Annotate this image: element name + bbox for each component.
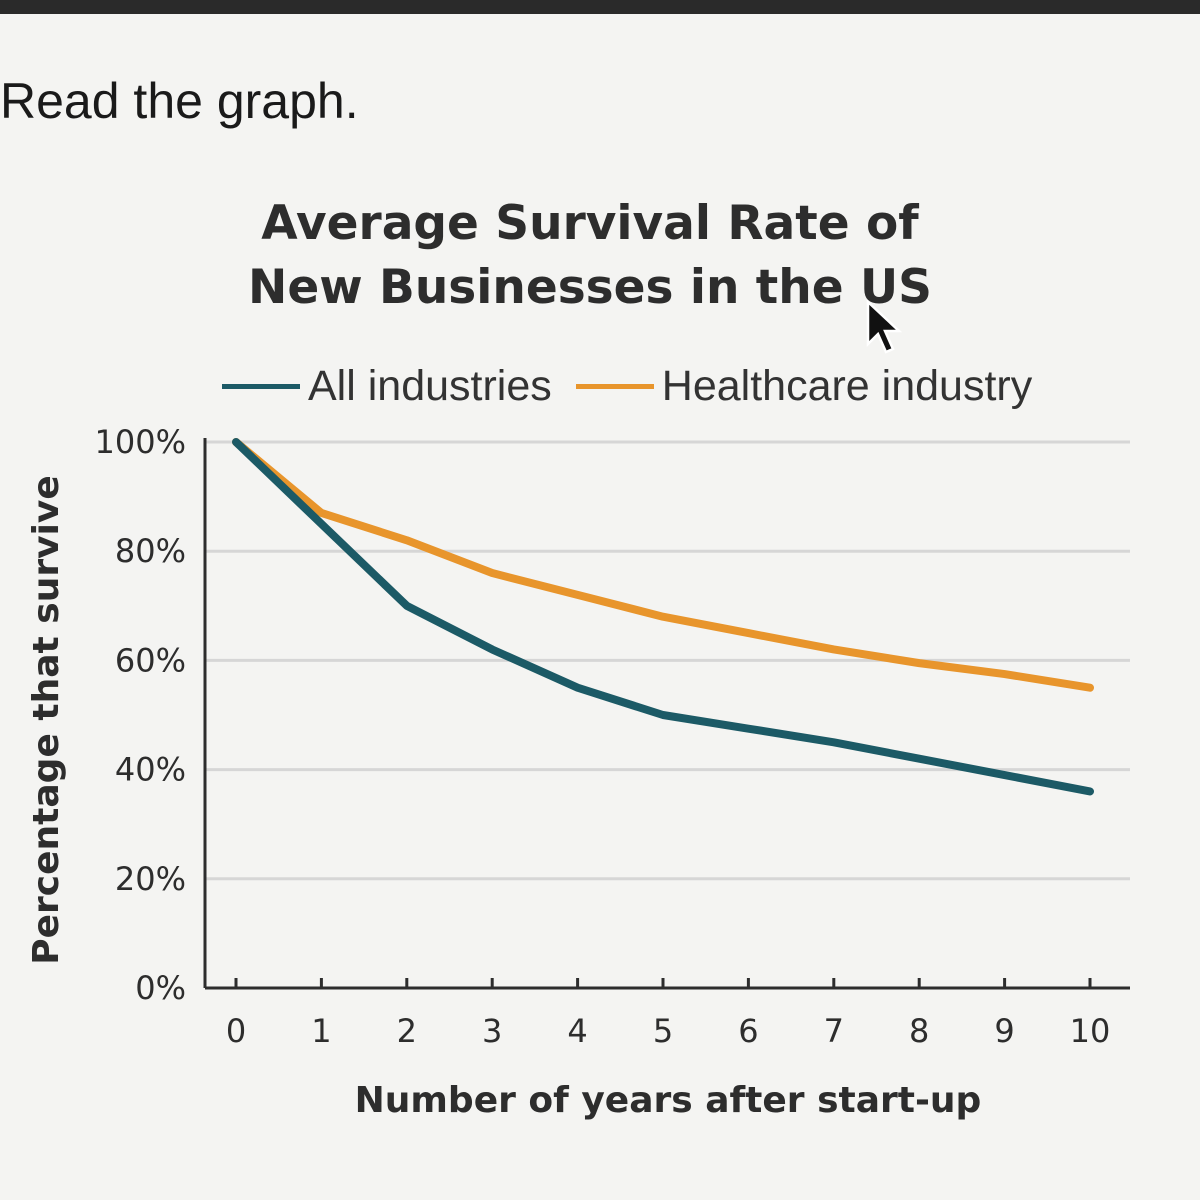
y-axis-ticks: 0% 20% 40% 60% 80% 100% — [95, 423, 186, 1007]
x-tick-label: 8 — [909, 1012, 929, 1050]
chart-legend: All industries Healthcare industry — [222, 360, 1056, 412]
chart-title-line-1: Average Survival Rate of — [261, 196, 919, 251]
window-top-bar — [0, 0, 1200, 14]
x-tick-label: 0 — [226, 1012, 246, 1050]
y-tick-label: 0% — [135, 969, 186, 1007]
x-tick-label: 3 — [482, 1012, 502, 1050]
x-axis-title: Number of years after start-up — [355, 1080, 982, 1121]
x-axis-ticks: 0 1 2 3 4 5 6 7 8 9 10 — [226, 978, 1111, 1050]
y-tick-label: 40% — [115, 751, 186, 789]
y-tick-label: 80% — [115, 532, 186, 570]
chart-gridlines — [205, 440, 1130, 881]
x-tick-label: 4 — [567, 1012, 587, 1050]
legend-label-all-industries: All industries — [308, 361, 552, 410]
legend-item-healthcare: Healthcare industry — [575, 361, 1033, 411]
y-tick-label: 20% — [115, 860, 186, 898]
chart-title-line-2: New Businesses in the US — [248, 260, 932, 315]
legend-item-all-industries: All industries — [222, 362, 552, 411]
y-axis-title: Percentage that survive — [26, 475, 67, 965]
x-tick-label: 9 — [994, 1012, 1014, 1050]
chart-axes — [203, 438, 1130, 990]
x-tick-label: 5 — [653, 1012, 673, 1050]
series-line-all-industries — [232, 438, 1094, 796]
series-line-healthcare-industry — [232, 438, 1094, 692]
mouse-cursor-icon — [866, 300, 903, 354]
y-tick-label: 60% — [115, 641, 186, 679]
legend-label-healthcare: Healthcare industry — [661, 361, 1033, 410]
x-tick-label: 2 — [397, 1012, 417, 1050]
x-tick-label: 7 — [824, 1012, 844, 1050]
chart-title: Average Survival Rate of New Businesses … — [180, 192, 1000, 320]
x-tick-label: 1 — [311, 1012, 331, 1050]
legend-swatch-all-industries — [222, 383, 300, 389]
legend-swatch-healthcare — [575, 383, 654, 389]
y-tick-label: 100% — [95, 423, 186, 461]
x-tick-label: 10 — [1070, 1012, 1111, 1050]
chart-series — [232, 438, 1094, 796]
instruction-text: Read the graph. — [0, 73, 359, 129]
x-tick-label: 6 — [738, 1012, 758, 1050]
